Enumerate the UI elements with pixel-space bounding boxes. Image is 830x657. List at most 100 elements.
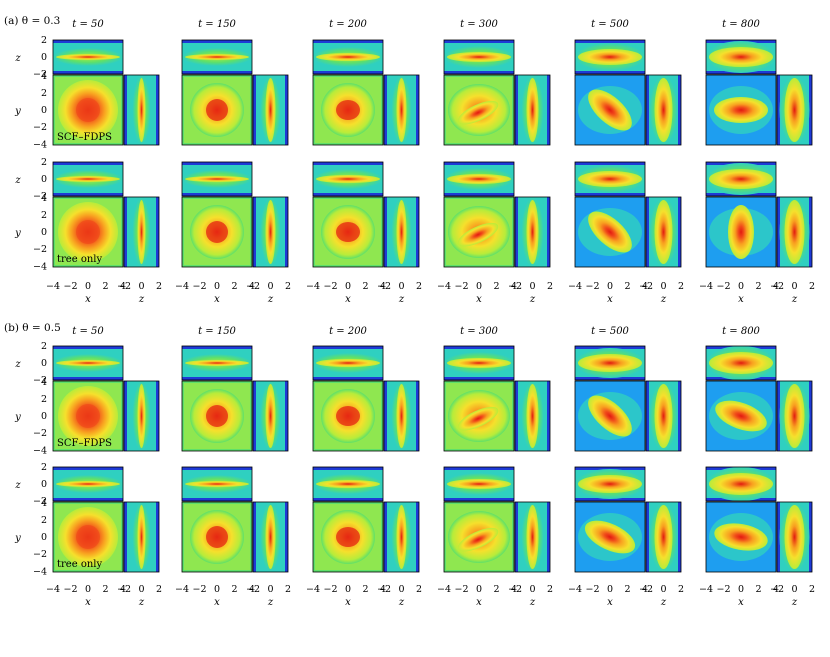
x-axis-label: x [214,597,220,608]
x-axis-label: x [738,294,744,305]
x-tick-label: −2 [454,584,468,595]
z-tick-label: −2 [770,584,784,595]
x-tick-label: 0 [345,584,351,595]
panel-frame [312,466,384,502]
x-axis-label: x [214,294,220,305]
core [336,222,360,242]
zy-projection-panel [253,197,288,267]
x-tick-label: 0 [476,281,482,292]
xy-projection-panel [706,381,776,451]
disk-edge-on [784,505,805,569]
time-label: t = 50 [72,326,104,337]
panel-frame [181,345,253,381]
disk-edge-on [396,505,407,569]
z-tick-label: −2 [377,584,391,595]
edge-band [678,75,681,145]
xy-projection-panel [313,381,383,451]
x-tick-label: 4 [773,584,779,595]
disk-edge-on [784,200,805,264]
edge-band [53,498,123,501]
edge-band [285,381,288,451]
edge-band [416,75,419,145]
edge-band [575,193,645,196]
y-tick-label: −2 [33,244,47,255]
panel-frame [443,161,515,197]
edge-band [53,71,123,74]
z-tick-label: 2 [547,281,553,292]
edge-band [646,197,649,267]
x-tick-label: −2 [323,584,337,595]
panel-frame [514,196,551,268]
panel-frame [383,74,420,146]
zy-projection-panel [777,197,812,267]
z-axis-label: z [138,294,145,305]
edge-band [124,197,127,267]
core [206,405,228,427]
disk-edge-on [137,78,146,142]
panel-frame [52,161,124,197]
panel-frame [383,501,420,573]
panel-frame [252,196,289,268]
disk-edge-on [185,176,249,182]
disk-edge-on [654,200,673,264]
xy-projection-panel [53,502,123,572]
edge-band [156,381,159,451]
z-axis-label: z [14,53,21,64]
x-tick-label: 4 [511,281,517,292]
core [336,527,360,547]
y-tick-label: −4 [33,445,47,456]
panel-frame [705,39,777,75]
panel-frame [574,380,646,452]
panel-frame [705,74,777,146]
disk-edge-on [137,505,146,569]
disk-edge-on [578,354,642,372]
zy-projection-panel [515,75,550,145]
z-tick-label: 0 [41,479,47,490]
panel-frame [645,380,682,452]
edge-band [53,346,123,349]
y-tick-label: 2 [41,88,47,99]
edge-band [678,502,681,572]
edge-band [515,381,518,451]
x-tick-label: 0 [85,584,91,595]
bar [588,89,632,131]
edge-band [313,40,383,43]
x-tick-label: −4 [175,584,189,595]
panel-frame [514,380,551,452]
edge-band [156,197,159,267]
edge-band [384,197,387,267]
xy-projection-panel [313,75,383,145]
z-projection-panel [313,467,383,501]
zy-projection-panel [777,502,812,572]
edge-band [384,381,387,451]
edge-band [444,346,514,349]
edge-band [182,377,252,380]
bar [714,523,768,551]
edge-band [547,75,550,145]
disk-edge-on [526,78,539,142]
zy-projection-panel [124,502,159,572]
time-label: t = 800 [722,19,760,30]
time-label: t = 200 [329,326,367,337]
disk-edge-on [654,78,673,142]
edge-band [313,346,383,349]
edge-band [416,502,419,572]
disk-edge-on [185,54,249,60]
disk-edge-on [316,175,380,183]
disk-edge-on [709,47,773,67]
edge-band [444,498,514,501]
edge-band [53,467,123,470]
edge-band [313,467,383,470]
x-tick-label: −2 [63,281,77,292]
z-tick-label: 2 [41,341,47,352]
y-axis-label: y [14,533,21,544]
x-tick-label: 2 [755,281,761,292]
x-tick-label: −2 [716,584,730,595]
y-tick-label: 4 [41,377,47,388]
panel-frame [574,39,646,75]
x-tick-label: −4 [306,584,320,595]
panel-frame [312,161,384,197]
disk-edge-on [396,78,407,142]
z-tick-label: 2 [809,584,815,595]
